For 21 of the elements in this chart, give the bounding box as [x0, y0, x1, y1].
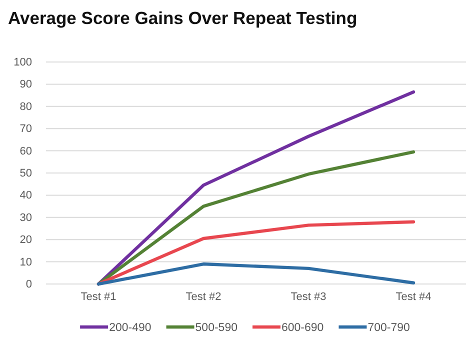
legend-label: 200-490 — [109, 322, 152, 334]
y-tick-label: 70 — [20, 123, 32, 136]
y-tick-label: 30 — [20, 212, 32, 224]
chart-title: Average Score Gains Over Repeat Testing — [8, 8, 358, 28]
x-tick-label: Test #1 — [80, 290, 116, 303]
y-tick-label: 50 — [20, 168, 32, 180]
y-tick-label: 40 — [20, 190, 32, 202]
legend-label: 500-590 — [195, 322, 238, 334]
y-tick-label: 80 — [20, 100, 32, 113]
legend-label: 600-690 — [282, 322, 324, 334]
x-tick-label: Test #4 — [396, 290, 432, 303]
legend-label: 700-790 — [368, 322, 410, 334]
y-tick-label: 90 — [20, 78, 32, 91]
line-series — [96, 262, 416, 286]
y-tick-label: 100 — [14, 56, 32, 69]
y-tick-label: 10 — [20, 256, 32, 268]
y-tick-label: 20 — [20, 234, 32, 246]
y-tick-label: 0 — [26, 278, 32, 291]
x-tick-label: Test #3 — [290, 290, 326, 303]
y-tick-label: 60 — [20, 145, 32, 158]
x-tick-label: Test #2 — [186, 290, 222, 303]
